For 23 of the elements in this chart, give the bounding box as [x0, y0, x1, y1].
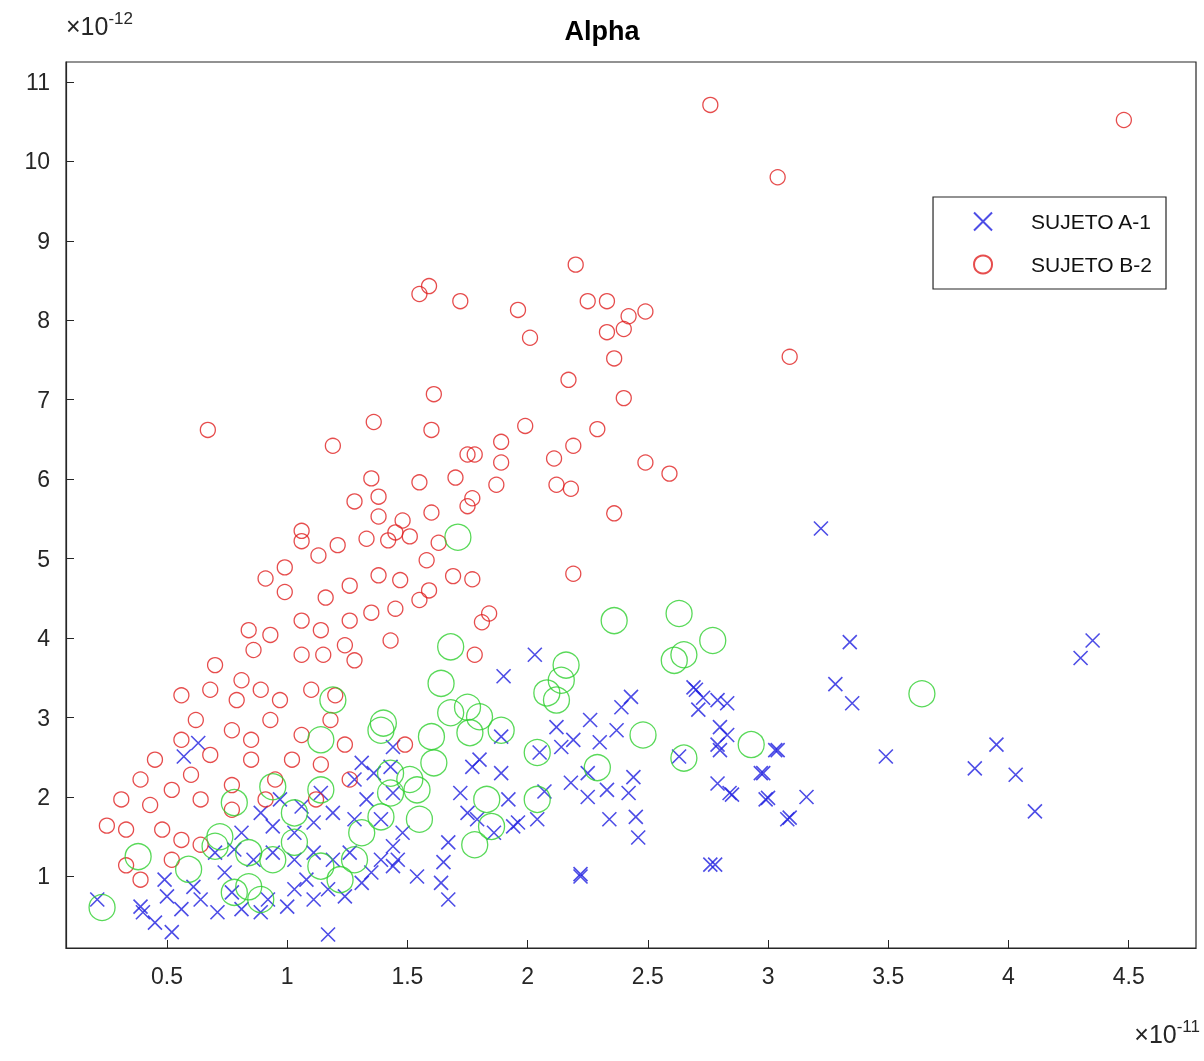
x-tick-label: 1 — [280, 962, 294, 989]
x-tick-label: 3.5 — [872, 962, 905, 989]
legend-label: SUJETO A-1 — [1031, 210, 1151, 233]
y-tick-label: 7 — [37, 386, 50, 413]
y-tick-label: 4 — [37, 625, 51, 652]
y-tick-label: 11 — [26, 68, 50, 95]
y-tick-label: 8 — [37, 307, 50, 334]
x-tick-label: 2 — [521, 962, 535, 989]
chart-title: Alpha — [564, 15, 641, 46]
y-tick-label: 3 — [37, 704, 50, 731]
y-tick-label: 1 — [37, 863, 50, 890]
x-tick-label: 0.5 — [150, 962, 183, 989]
x-tick-label: 2.5 — [631, 962, 664, 989]
y-tick-label: 9 — [37, 227, 50, 254]
y-tick-label: 10 — [24, 148, 50, 175]
y-tick-label: 2 — [37, 784, 50, 811]
x-tick-label: 3 — [761, 962, 775, 989]
legend-label: SUJETO B-2 — [1031, 253, 1153, 276]
x-tick-label: 1.5 — [391, 962, 424, 989]
y-tick-label: 6 — [37, 466, 50, 493]
x-tick-label: 4.5 — [1112, 962, 1145, 989]
x-tick-label: 4 — [1002, 962, 1016, 989]
y-tick-label: 5 — [37, 545, 50, 572]
